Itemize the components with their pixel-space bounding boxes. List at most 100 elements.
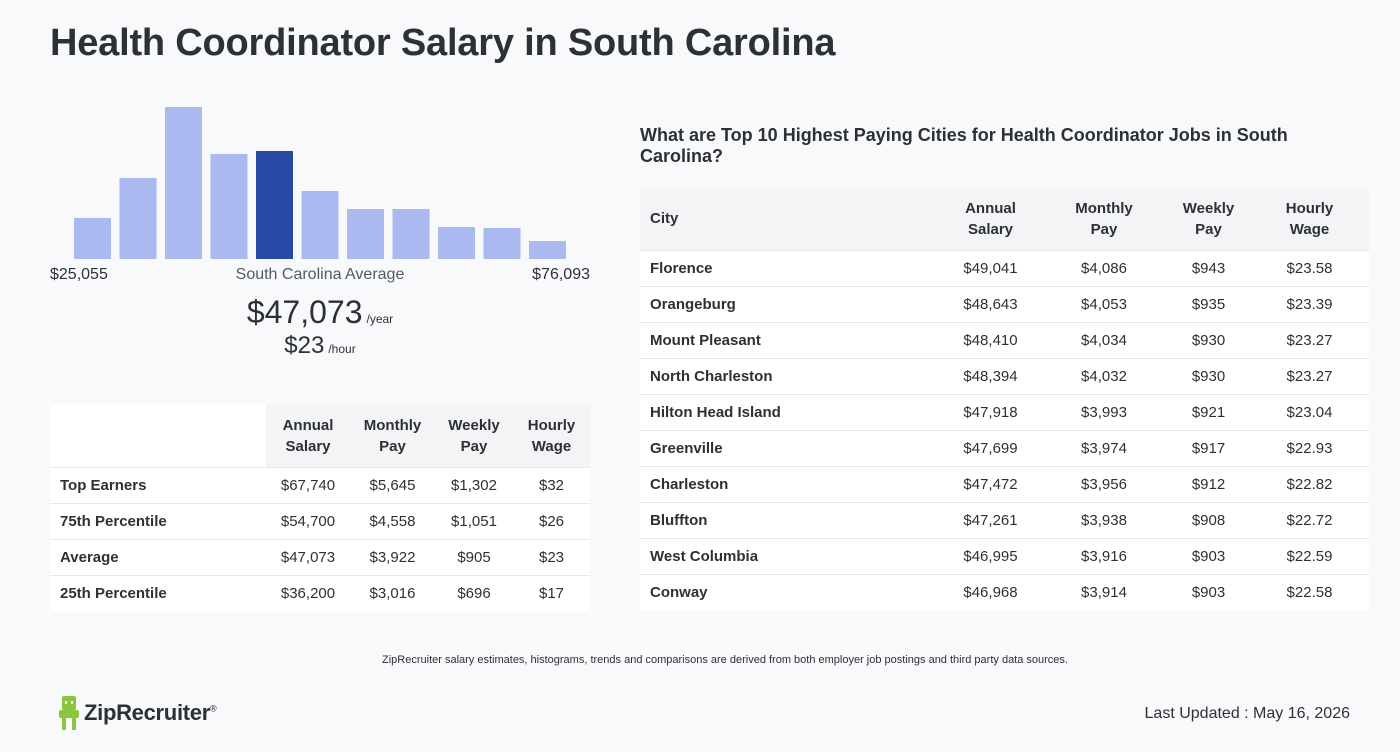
- percentile-cell-hourly: $23: [513, 538, 590, 575]
- city-cell-city: Orangeburg: [640, 285, 940, 322]
- city-cell-annual: $47,261: [940, 501, 1041, 538]
- city-cell-city: Hilton Head Island: [640, 393, 940, 430]
- cities-header-city: City: [640, 188, 940, 250]
- city-cell-city: Mount Pleasant: [640, 321, 940, 358]
- histogram-svg: [74, 107, 566, 259]
- average-yearly-value: $47,073: [246, 294, 363, 330]
- city-cell-weekly: $943: [1167, 249, 1250, 286]
- cities-header-annual: Annual Salary: [940, 188, 1041, 250]
- ziprecruiter-mascot-icon: [59, 696, 79, 730]
- percentile-cell-monthly: $3,016: [350, 574, 435, 611]
- page-title: Health Coordinator Salary in South Carol…: [50, 22, 836, 64]
- percentile-cell-weekly: $696: [435, 574, 513, 611]
- city-cell-monthly: $3,914: [1041, 573, 1167, 610]
- percentile-cell-annual: $67,740: [266, 466, 350, 503]
- percentile-cell-annual: $54,700: [266, 502, 350, 539]
- percentile-cell-weekly: $1,302: [435, 466, 513, 503]
- table-row: Top Earners $67,740 $5,645 $1,302 $32: [50, 466, 590, 503]
- city-cell-weekly: $930: [1167, 357, 1250, 394]
- city-cell-monthly: $4,053: [1041, 285, 1167, 322]
- city-cell-hourly: $23.39: [1250, 285, 1369, 322]
- histogram-bar: [74, 218, 111, 259]
- city-cell-monthly: $3,916: [1041, 537, 1167, 574]
- percentile-cell-label: Average: [50, 538, 266, 575]
- city-cell-monthly: $4,034: [1041, 321, 1167, 358]
- percentile-cell-weekly: $905: [435, 538, 513, 575]
- city-cell-annual: $48,410: [940, 321, 1041, 358]
- histogram-caption: South Carolina Average: [235, 266, 405, 283]
- city-cell-city: Bluffton: [640, 501, 940, 538]
- histogram-bar: [165, 107, 202, 259]
- city-cell-monthly: $3,938: [1041, 501, 1167, 538]
- city-cell-monthly: $3,974: [1041, 429, 1167, 466]
- table-row: Average $47,073 $3,922 $905 $23: [50, 538, 590, 575]
- average-hourly: $23/hour: [50, 332, 590, 360]
- percentile-header-annual: Annual Salary: [266, 405, 350, 467]
- city-cell-weekly: $912: [1167, 465, 1250, 502]
- cities-table: City Annual Salary Monthly Pay Weekly Pay H…: [640, 188, 1369, 610]
- city-cell-monthly: $3,993: [1041, 393, 1167, 430]
- city-cell-city: Charleston: [640, 465, 940, 502]
- city-cell-city: Conway: [640, 573, 940, 610]
- city-cell-annual: $47,699: [940, 429, 1041, 466]
- city-cell-weekly: $903: [1167, 573, 1250, 610]
- city-cell-hourly: $22.72: [1250, 501, 1369, 538]
- average-hourly-value: $23: [284, 332, 325, 359]
- table-row: Conway $46,968 $3,914 $903 $22.58: [640, 573, 1369, 610]
- histogram-bar: [119, 178, 157, 259]
- table-row: Greenville $47,699 $3,974 $917 $22.93: [640, 429, 1369, 466]
- city-cell-weekly: $921: [1167, 393, 1250, 430]
- percentile-header-weekly: Weekly Pay: [435, 405, 513, 467]
- percentile-cell-hourly: $32: [513, 466, 590, 503]
- city-cell-annual: $48,643: [940, 285, 1041, 322]
- cities-header-hourly: Hourly Wage: [1250, 188, 1369, 250]
- city-cell-annual: $47,472: [940, 465, 1041, 502]
- city-cell-annual: $49,041: [940, 249, 1041, 286]
- histogram-bar: [210, 154, 248, 259]
- percentile-cell-annual: $36,200: [266, 574, 350, 611]
- percentile-cell-monthly: $5,645: [350, 466, 435, 503]
- logo-text: ZipRecruiter®: [84, 700, 217, 725]
- city-cell-annual: $47,918: [940, 393, 1041, 430]
- histogram-bar: [392, 209, 430, 259]
- percentile-cell-label: 75th Percentile: [50, 502, 266, 539]
- table-row: Florence $49,041 $4,086 $943 $23.58: [640, 249, 1369, 286]
- table-row: 75th Percentile $54,700 $4,558 $1,051 $26: [50, 502, 590, 539]
- percentile-cell-hourly: $26: [513, 502, 590, 539]
- average-yearly: $47,073/year: [50, 294, 590, 331]
- percentile-table-header: Annual Salary Monthly Pay Weekly Pay Hourly…: [50, 405, 590, 467]
- city-cell-weekly: $908: [1167, 501, 1250, 538]
- histogram-bar-average: [256, 151, 293, 259]
- city-cell-city: West Columbia: [640, 537, 940, 574]
- average-hourly-unit: /hour: [328, 342, 356, 356]
- histogram-bar: [438, 227, 475, 259]
- city-cell-city: Florence: [640, 249, 940, 286]
- percentile-cell-annual: $47,073: [266, 538, 350, 575]
- city-cell-hourly: $23.58: [1250, 249, 1369, 286]
- table-row: Orangeburg $48,643 $4,053 $935 $23.39: [640, 285, 1369, 322]
- histogram-bar: [529, 241, 566, 259]
- city-cell-hourly: $22.58: [1250, 573, 1369, 610]
- city-cell-monthly: $4,032: [1041, 357, 1167, 394]
- city-cell-weekly: $930: [1167, 321, 1250, 358]
- city-cell-annual: $48,394: [940, 357, 1041, 394]
- city-cell-weekly: $935: [1167, 285, 1250, 322]
- city-cell-weekly: $917: [1167, 429, 1250, 466]
- city-cell-annual: $46,968: [940, 573, 1041, 610]
- table-row: West Columbia $46,995 $3,916 $903 $22.59: [640, 537, 1369, 574]
- cities-header-weekly: Weekly Pay: [1167, 188, 1250, 250]
- average-yearly-unit: /year: [366, 312, 394, 326]
- city-cell-hourly: $23.27: [1250, 357, 1369, 394]
- percentile-header-blank: [50, 405, 266, 467]
- percentile-header-hourly: Hourly Wage: [513, 405, 590, 467]
- cities-title: What are Top 10 Highest Paying Cities fo…: [640, 125, 1288, 166]
- percentile-cell-label: Top Earners: [50, 466, 266, 503]
- city-cell-city: Greenville: [640, 429, 940, 466]
- city-cell-hourly: $22.82: [1250, 465, 1369, 502]
- disclaimer: ZipRecruiter salary estimates, histogram…: [382, 654, 1068, 666]
- table-row: Bluffton $47,261 $3,938 $908 $22.72: [640, 501, 1369, 538]
- city-cell-hourly: $22.93: [1250, 429, 1369, 466]
- histogram-min-label: $25,055: [50, 266, 108, 283]
- ziprecruiter-logo[interactable]: ZipRecruiter®: [58, 696, 217, 730]
- table-row: Hilton Head Island $47,918 $3,993 $921 $23.0…: [640, 393, 1369, 430]
